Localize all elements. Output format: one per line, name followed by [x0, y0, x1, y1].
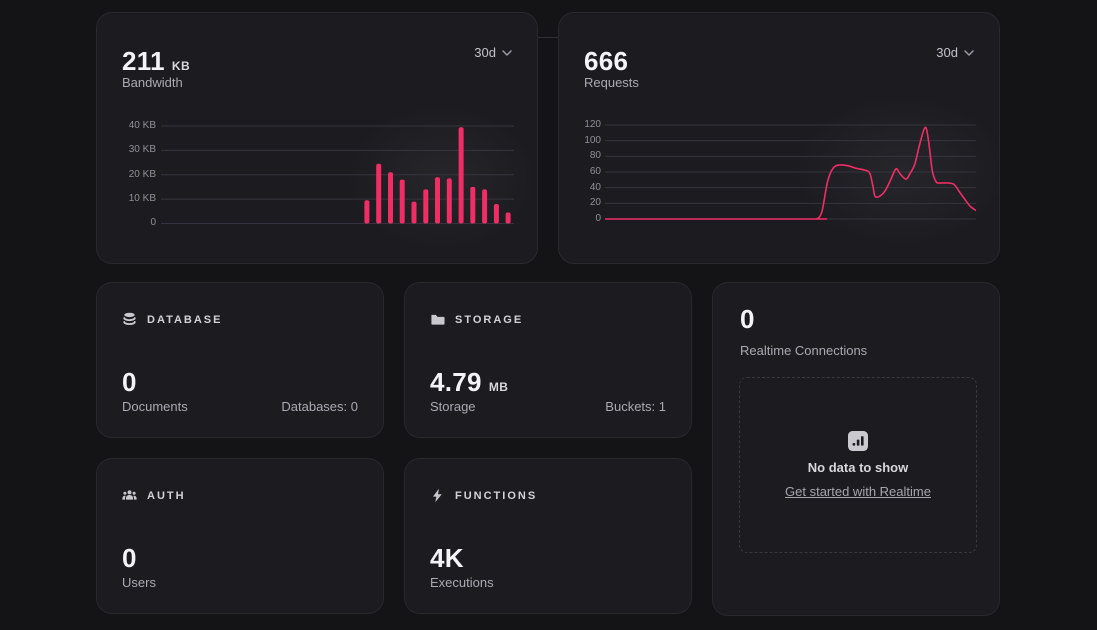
chevron-down-icon	[502, 49, 512, 56]
y-tick-label: 40	[589, 182, 601, 193]
y-tick-label: 80	[589, 150, 601, 161]
database-footer: Documents Databases: 0	[122, 399, 358, 414]
y-tick-label: 40 KB	[128, 120, 156, 131]
realtime-label: Realtime Connections	[740, 343, 868, 358]
users-metric: 0	[122, 543, 137, 574]
get-started-realtime-link[interactable]: Get started with Realtime	[785, 484, 931, 499]
background-divider	[538, 37, 558, 38]
realtime-empty-state: No data to show Get started with Realtim…	[739, 377, 977, 553]
functions-header: FUNCTIONS	[430, 488, 537, 503]
requests-label: Requests	[584, 75, 639, 90]
buckets-count: Buckets: 1	[605, 399, 666, 414]
y-tick-label: 20 KB	[128, 169, 156, 180]
storage-unit: MB	[488, 380, 509, 394]
section-title: FUNCTIONS	[455, 489, 538, 502]
documents-label: Documents	[122, 399, 188, 414]
requests-y-axis: 120 100 80 60 40 20 0	[559, 13, 601, 263]
executions-label: Executions	[430, 575, 494, 590]
y-tick-label: 0	[595, 213, 601, 224]
chevron-down-icon	[964, 49, 974, 56]
bandwidth-card: 211 KB Bandwidth 30d 40 KB 30 KB 20 KB 1…	[96, 12, 538, 264]
requests-range-selector[interactable]: 30d	[936, 45, 974, 60]
range-label: 30d	[474, 45, 496, 60]
bandwidth-value: 211	[122, 46, 165, 76]
storage-value: 4.79	[430, 367, 482, 397]
section-title: DATABASE	[147, 313, 223, 326]
users-group-icon	[122, 490, 137, 500]
y-tick-label: 20	[589, 197, 601, 208]
functions-card[interactable]: FUNCTIONS 4K Executions	[404, 458, 692, 614]
storage-metric: 4.79 MB	[430, 367, 508, 398]
storage-header: STORAGE	[430, 312, 523, 327]
bar-chart-icon	[848, 431, 868, 451]
range-label: 30d	[936, 45, 958, 60]
storage-label: Storage	[430, 399, 476, 414]
requests-metric: 666	[584, 46, 628, 77]
lightning-bolt-icon	[433, 488, 442, 503]
users-value: 0	[122, 543, 137, 573]
y-tick-label: 10 KB	[128, 193, 156, 204]
documents-value: 0	[122, 367, 137, 397]
requests-value: 666	[584, 46, 629, 76]
bandwidth-label: Bandwidth	[122, 75, 183, 90]
realtime-value: 0	[740, 304, 755, 334]
databases-count: Databases: 0	[281, 399, 358, 414]
y-tick-label: 0	[150, 217, 156, 228]
y-tick-label: 30 KB	[128, 144, 156, 155]
y-tick-label: 120	[584, 119, 601, 130]
bandwidth-unit: KB	[171, 59, 191, 73]
section-title: STORAGE	[455, 313, 524, 326]
users-label: Users	[122, 575, 156, 590]
y-tick-label: 100	[584, 135, 601, 146]
bandwidth-metric: 211 KB	[122, 46, 190, 77]
auth-card[interactable]: AUTH 0 Users	[96, 458, 384, 614]
y-tick-label: 60	[589, 166, 601, 177]
auth-header: AUTH	[122, 488, 186, 503]
documents-metric: 0	[122, 367, 137, 398]
auth-footer: Users	[122, 575, 358, 590]
bandwidth-y-axis: 40 KB 30 KB 20 KB 10 KB 0	[97, 13, 156, 263]
functions-footer: Executions	[430, 575, 666, 590]
database-header: DATABASE	[122, 312, 222, 327]
database-card[interactable]: DATABASE 0 Documents Databases: 0	[96, 282, 384, 438]
realtime-card: 0 Realtime Connections No data to show G…	[712, 282, 1000, 616]
no-data-text: No data to show	[807, 460, 909, 475]
bandwidth-range-selector[interactable]: 30d	[474, 45, 512, 60]
executions-value: 4K	[430, 543, 464, 573]
requests-card: 666 Requests 30d 120 100 80 60 40 20 0	[558, 12, 1000, 264]
requests-line-chart	[605, 124, 976, 220]
section-title: AUTH	[147, 489, 186, 502]
executions-metric: 4K	[430, 543, 464, 574]
folder-icon	[431, 314, 445, 325]
storage-card[interactable]: STORAGE 4.79 MB Storage Buckets: 1	[404, 282, 692, 438]
bandwidth-bar-chart	[161, 125, 514, 224]
database-icon	[123, 312, 136, 326]
storage-footer: Storage Buckets: 1	[430, 399, 666, 414]
